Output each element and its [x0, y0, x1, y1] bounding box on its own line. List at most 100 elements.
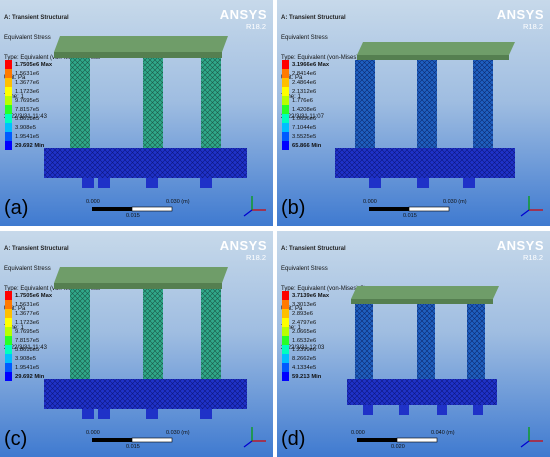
- legend-entry: 3.3013e6: [282, 300, 329, 309]
- legend-entry: 1.0656e6: [282, 114, 329, 123]
- foot: [363, 405, 373, 415]
- legend-entry: 3.908e5: [5, 123, 52, 132]
- legend-value: 9.7695e5: [15, 328, 40, 335]
- legend-swatch: [282, 363, 289, 372]
- model-view: [335, 42, 543, 217]
- scale-bar: [92, 206, 173, 212]
- legend-value: 65.866 Min: [292, 142, 322, 149]
- legend-value: 1.776e6: [292, 97, 313, 104]
- model-view: [44, 267, 266, 448]
- legend-swatch: [5, 114, 12, 123]
- legend-swatch: [282, 123, 289, 132]
- legend-entry: 4.1334e5: [282, 363, 329, 372]
- legend-swatch: [5, 60, 12, 69]
- legend-value: 4.1334e5: [292, 364, 317, 371]
- version: R18.2: [245, 253, 266, 262]
- legend-entry: 1.5631e6: [5, 300, 52, 309]
- legend-swatch: [282, 78, 289, 87]
- legend-swatch: [282, 291, 289, 300]
- legend-entry: 3.5525e5: [282, 132, 329, 141]
- legend-entry: 29.692 Min: [5, 141, 52, 150]
- scale-mid: 0.015: [126, 444, 140, 450]
- legend-swatch: [282, 60, 289, 69]
- legend-entry: 2.4797e6: [282, 318, 329, 327]
- analysis-title: A: Transient Structural: [4, 246, 69, 253]
- legend-swatch: [282, 87, 289, 96]
- legend-value: 1.6532e6: [292, 337, 317, 344]
- timestamp: 2022/3/31 12:03: [281, 345, 325, 352]
- legend-entry: 1.1723e6: [5, 318, 52, 327]
- legend-entry: 1.7505e6 Max: [5, 60, 52, 69]
- legend-entry: 2.1312e6: [282, 87, 329, 96]
- legend-swatch: [282, 336, 289, 345]
- legend-entry: 1.2399e6: [282, 345, 329, 354]
- legend-swatch: [282, 309, 289, 318]
- column-middle: [417, 304, 435, 379]
- ansys-logo: ANSYS: [219, 7, 267, 22]
- legend-swatch: [282, 372, 289, 381]
- legend-entry: 1.3677e6: [5, 78, 52, 87]
- legend-value: 1.4208e6: [292, 106, 317, 113]
- legend-value: 1.0656e6: [292, 115, 317, 122]
- legend-swatch: [5, 309, 12, 318]
- column-right: [201, 58, 221, 148]
- axis-triad-icon: [243, 427, 266, 448]
- legend-value: 9.7695e5: [15, 97, 40, 104]
- column-left: [355, 304, 373, 379]
- legend-swatch: [282, 132, 289, 141]
- legend-swatch: [5, 336, 12, 345]
- ansys-logo: ANSYS: [496, 238, 544, 253]
- legend-swatch: [5, 372, 12, 381]
- base-block: [335, 148, 515, 178]
- foot: [146, 178, 158, 188]
- legend-value: 1.9541e5: [15, 133, 40, 140]
- timestamp: 2022/3/31 11:43: [4, 114, 47, 121]
- legend-value: 1.7505e6 Max: [15, 61, 53, 68]
- scale-mid: 0.015: [403, 213, 417, 219]
- result-name: Equivalent Stress: [4, 265, 51, 272]
- top-plate: [351, 286, 499, 304]
- legend-swatch: [5, 78, 12, 87]
- legend-entry: 3.908e5: [5, 354, 52, 363]
- legend-swatch: [282, 318, 289, 327]
- legend-value: 59.213 Min: [292, 373, 322, 380]
- ansys-logo: ANSYS: [219, 238, 267, 253]
- legend-value: 3.3013e6: [292, 301, 317, 308]
- legend-swatch: [282, 114, 289, 123]
- legend-swatch: [282, 345, 289, 354]
- timestamp: 2022/3/31 11:43: [4, 345, 47, 352]
- result-name: Equivalent Stress: [281, 265, 328, 272]
- legend-value: 5.8618e5: [15, 115, 40, 122]
- legend-entry: 8.2662e5: [282, 354, 329, 363]
- legend-swatch: [5, 363, 12, 372]
- column-left: [70, 58, 90, 148]
- scale-right: 0.030 (m): [166, 430, 190, 436]
- foot: [200, 178, 212, 188]
- foot: [82, 409, 94, 419]
- model-view: [347, 286, 543, 448]
- legend-value: 1.7505e6 Max: [15, 292, 53, 299]
- legend-swatch: [282, 300, 289, 309]
- legend-swatch: [5, 327, 12, 336]
- legend-entry: 1.7505e6 Max: [5, 291, 52, 300]
- legend-entry: 2.0665e6: [282, 327, 329, 336]
- color-legend: 3.1966e6 Max 2.8414e6 2.4864e6 2.1312e6 1.77…: [282, 60, 329, 150]
- foot: [98, 409, 110, 419]
- legend-swatch: [5, 69, 12, 78]
- legend-entry: 1.9541e5: [5, 363, 52, 372]
- analysis-title: A: Transient Structural: [281, 246, 346, 253]
- legend-swatch: [5, 96, 12, 105]
- scale-left: 0.000: [363, 199, 377, 205]
- legend-value: 1.3677e6: [15, 79, 40, 86]
- legend-entry: 7.8157e5: [5, 336, 52, 345]
- column-left: [70, 289, 90, 379]
- panel-label: (a): [4, 197, 29, 219]
- axis-triad-icon: [243, 196, 266, 217]
- legend-swatch: [282, 69, 289, 78]
- panel-c: A: Transient Structural Equivalent Stres…: [0, 231, 273, 457]
- legend-entry: 1.4208e6: [282, 105, 329, 114]
- legend-entry: 1.1723e6: [5, 87, 52, 96]
- ansys-logo: ANSYS: [496, 7, 544, 22]
- legend-value: 1.3677e6: [15, 310, 40, 317]
- legend-swatch: [5, 141, 12, 150]
